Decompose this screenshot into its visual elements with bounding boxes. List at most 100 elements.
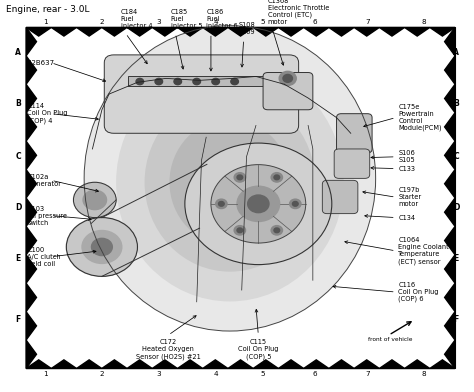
Polygon shape bbox=[26, 169, 36, 198]
Polygon shape bbox=[26, 360, 51, 368]
Circle shape bbox=[91, 238, 112, 256]
Text: C103
Oil pressure
switch: C103 Oil pressure switch bbox=[27, 205, 67, 226]
Text: B: B bbox=[453, 100, 459, 108]
Circle shape bbox=[83, 190, 107, 210]
Polygon shape bbox=[430, 27, 455, 36]
Text: A: A bbox=[15, 49, 21, 57]
Circle shape bbox=[271, 226, 283, 235]
Polygon shape bbox=[354, 27, 379, 36]
Text: S108
S109: S108 S109 bbox=[239, 22, 255, 35]
Text: 8: 8 bbox=[422, 371, 427, 377]
Text: C134: C134 bbox=[398, 214, 415, 221]
Ellipse shape bbox=[170, 119, 290, 245]
Polygon shape bbox=[405, 27, 430, 36]
Text: B: B bbox=[15, 100, 21, 108]
Polygon shape bbox=[203, 27, 228, 36]
Text: 6: 6 bbox=[313, 19, 318, 25]
Circle shape bbox=[66, 218, 137, 276]
Circle shape bbox=[237, 186, 280, 221]
Polygon shape bbox=[152, 360, 177, 368]
Polygon shape bbox=[445, 227, 455, 255]
Polygon shape bbox=[445, 340, 455, 368]
Text: E: E bbox=[15, 254, 21, 263]
Text: A: A bbox=[453, 49, 459, 57]
Text: 1: 1 bbox=[43, 371, 47, 377]
Polygon shape bbox=[26, 283, 36, 312]
Ellipse shape bbox=[116, 63, 344, 301]
Circle shape bbox=[237, 228, 243, 233]
Text: C175e
Powertrain
Control
Module(PCM): C175e Powertrain Control Module(PCM) bbox=[398, 104, 442, 131]
Ellipse shape bbox=[84, 26, 375, 331]
Circle shape bbox=[82, 230, 122, 263]
Polygon shape bbox=[76, 360, 102, 368]
Polygon shape bbox=[26, 56, 36, 84]
Polygon shape bbox=[329, 27, 354, 36]
Polygon shape bbox=[445, 169, 455, 198]
Polygon shape bbox=[127, 360, 152, 368]
Polygon shape bbox=[26, 340, 36, 368]
Polygon shape bbox=[127, 27, 152, 36]
Text: 4: 4 bbox=[213, 19, 218, 25]
Polygon shape bbox=[445, 198, 455, 227]
Text: C100
A/C clutch
field coil: C100 A/C clutch field coil bbox=[27, 247, 61, 267]
Polygon shape bbox=[26, 141, 36, 169]
Polygon shape bbox=[445, 283, 455, 312]
Circle shape bbox=[237, 175, 243, 180]
Circle shape bbox=[216, 199, 227, 209]
Text: 2: 2 bbox=[100, 19, 104, 25]
Circle shape bbox=[234, 172, 246, 182]
Text: C133: C133 bbox=[398, 165, 415, 172]
Polygon shape bbox=[278, 27, 304, 36]
Circle shape bbox=[271, 172, 283, 182]
Text: C: C bbox=[15, 152, 21, 161]
Ellipse shape bbox=[145, 93, 315, 272]
Circle shape bbox=[73, 182, 116, 218]
Text: C115
Coil On Plug
(COP) 5: C115 Coil On Plug (COP) 5 bbox=[238, 339, 279, 359]
Polygon shape bbox=[203, 360, 228, 368]
Polygon shape bbox=[445, 312, 455, 340]
Polygon shape bbox=[102, 27, 127, 36]
Polygon shape bbox=[445, 84, 455, 113]
FancyBboxPatch shape bbox=[263, 73, 313, 110]
Text: 7: 7 bbox=[365, 371, 370, 377]
Circle shape bbox=[212, 78, 219, 85]
Circle shape bbox=[283, 74, 292, 82]
Polygon shape bbox=[26, 27, 51, 36]
Polygon shape bbox=[102, 360, 127, 368]
Text: 5: 5 bbox=[261, 371, 265, 377]
Text: D: D bbox=[453, 203, 459, 212]
Polygon shape bbox=[445, 113, 455, 141]
Polygon shape bbox=[26, 113, 36, 141]
Polygon shape bbox=[76, 27, 102, 36]
Polygon shape bbox=[405, 360, 430, 368]
Polygon shape bbox=[228, 27, 253, 36]
Bar bbox=[128, 76, 275, 86]
FancyBboxPatch shape bbox=[322, 180, 358, 214]
Circle shape bbox=[234, 226, 246, 235]
Text: C: C bbox=[453, 152, 459, 161]
Polygon shape bbox=[51, 27, 76, 36]
Circle shape bbox=[174, 78, 182, 85]
Polygon shape bbox=[253, 360, 278, 368]
Circle shape bbox=[248, 195, 269, 212]
Polygon shape bbox=[51, 360, 76, 368]
Circle shape bbox=[290, 199, 301, 209]
Circle shape bbox=[231, 78, 238, 85]
Polygon shape bbox=[445, 141, 455, 169]
Text: 7: 7 bbox=[365, 19, 370, 25]
Text: C116
Coil On Plug
(COP) 6: C116 Coil On Plug (COP) 6 bbox=[398, 282, 438, 302]
Text: F: F bbox=[453, 315, 459, 324]
Circle shape bbox=[211, 165, 306, 243]
Circle shape bbox=[274, 228, 280, 233]
Text: C186
Fuel
injector 6: C186 Fuel injector 6 bbox=[206, 9, 238, 29]
Polygon shape bbox=[445, 56, 455, 84]
Circle shape bbox=[193, 78, 201, 85]
Text: E: E bbox=[453, 254, 459, 263]
Text: front of vehicle: front of vehicle bbox=[368, 337, 412, 342]
Text: F: F bbox=[15, 315, 21, 324]
FancyBboxPatch shape bbox=[104, 55, 299, 133]
Circle shape bbox=[155, 78, 163, 85]
Circle shape bbox=[292, 201, 298, 206]
Text: 12B637: 12B637 bbox=[27, 60, 55, 66]
Text: 5: 5 bbox=[261, 19, 265, 25]
